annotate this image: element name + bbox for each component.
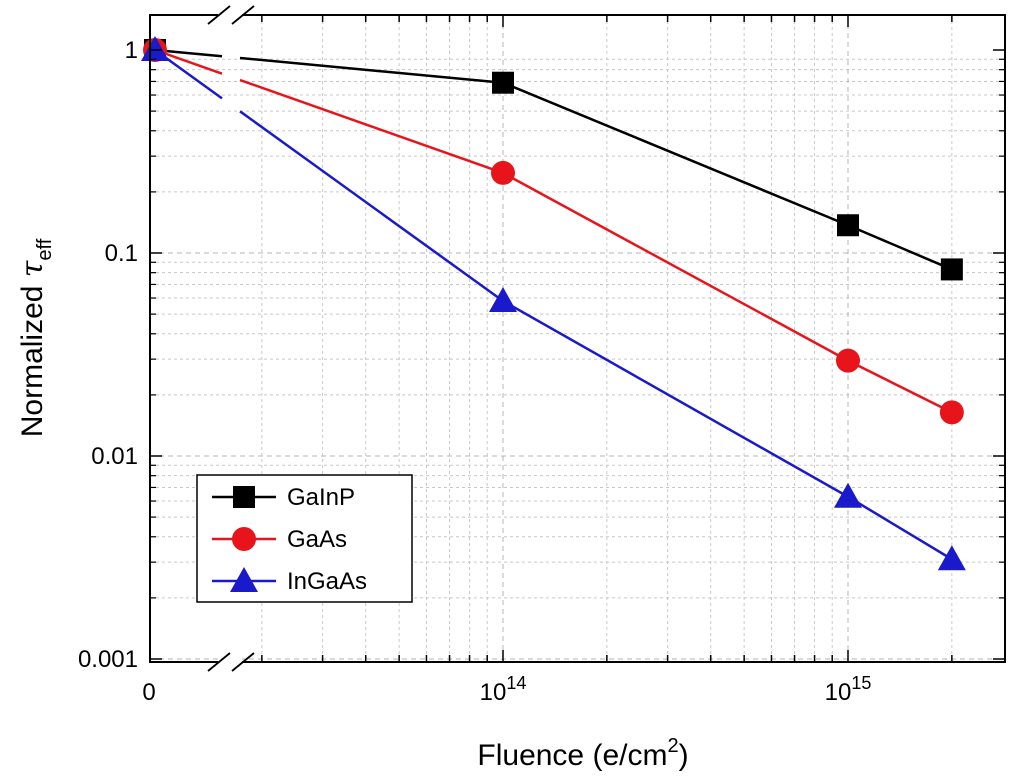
- legend-marker: [232, 527, 256, 551]
- data-point: [940, 258, 963, 281]
- series-gainp: [144, 39, 963, 281]
- axis-break-slash: [231, 5, 255, 25]
- axis-break-slash: [207, 5, 231, 25]
- grid-layer: [150, 15, 1005, 662]
- data-point: [141, 36, 169, 61]
- plot-frame: [149, 14, 1006, 663]
- data-point: [491, 160, 515, 185]
- legend-marker: [233, 486, 255, 508]
- series-ingaas: [141, 36, 966, 571]
- legend-label: InGaAs: [287, 568, 367, 595]
- series-line-segment: [502, 81, 849, 227]
- data-point: [837, 214, 859, 237]
- data-point: [834, 482, 862, 508]
- x-tick-label: 0: [142, 679, 155, 706]
- series-line-segment: [239, 110, 504, 303]
- series-line-segment: [502, 171, 849, 362]
- series-layer: [141, 36, 966, 571]
- series-line-segment: [239, 56, 504, 84]
- series-line-segment: [239, 78, 504, 175]
- legend-label: GaAs: [287, 526, 347, 553]
- y-tick-label: 0.001: [78, 646, 138, 673]
- legend: GaInP GaAs InGaAs: [196, 474, 413, 603]
- data-point: [836, 348, 860, 373]
- data-point: [939, 400, 964, 425]
- axis-break: [207, 5, 255, 672]
- y-tick-label: 0.01: [91, 443, 138, 470]
- legend-marker: [230, 567, 258, 592]
- series-line-segment: [502, 299, 849, 498]
- axis-break-slash: [207, 652, 231, 672]
- legend-label: GaInP: [287, 484, 355, 511]
- y-axis-title: Normalized τeff: [15, 238, 56, 437]
- data-point: [489, 287, 517, 313]
- x-tick-label: 1014: [480, 673, 527, 706]
- series-line-segment: [847, 224, 953, 271]
- axis-break-slash: [231, 652, 255, 672]
- y-tick-label: 0.1: [105, 240, 138, 267]
- data-point: [492, 71, 514, 94]
- y-tick-label: 1: [125, 37, 138, 64]
- data-point: [937, 545, 966, 571]
- series-line-segment: [847, 359, 953, 414]
- series-line-segment: [847, 495, 953, 561]
- x-tick-label: 1015: [825, 673, 872, 706]
- x-axis-title: Fluence (e/cm2): [477, 735, 688, 772]
